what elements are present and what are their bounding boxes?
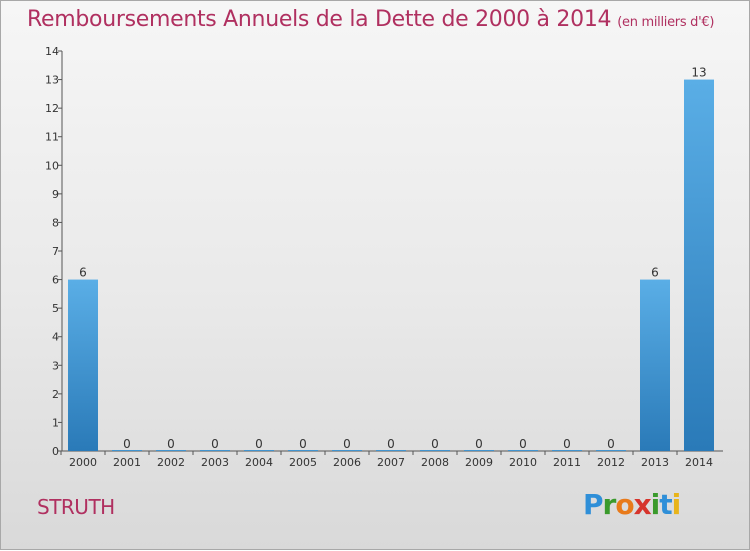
bar[interactable] <box>464 450 494 451</box>
y-tick-label: 0 <box>52 445 59 458</box>
y-tick-label: 11 <box>45 131 59 144</box>
y-tick-label: 9 <box>52 188 59 201</box>
x-tick-label: 2008 <box>421 456 449 469</box>
y-tick-label: 6 <box>52 274 59 287</box>
chart-title-text: Remboursements Annuels de la Dette de 20… <box>27 7 612 32</box>
bar-value-label: 0 <box>211 437 219 451</box>
x-tick-label: 2014 <box>685 456 713 469</box>
bar-value-label: 0 <box>343 437 351 451</box>
y-tick-label: 2 <box>52 388 59 401</box>
bar-value-label: 0 <box>431 437 439 451</box>
x-tick-label: 2012 <box>597 456 625 469</box>
chart-title: Remboursements Annuels de la Dette de 20… <box>27 7 714 32</box>
bar[interactable] <box>552 450 582 451</box>
y-tick-label: 10 <box>45 159 59 172</box>
y-tick-label: 12 <box>45 102 59 115</box>
x-tick-label: 2003 <box>201 456 229 469</box>
x-tick-label: 2002 <box>157 456 185 469</box>
bar[interactable] <box>244 450 274 451</box>
bar[interactable] <box>112 450 142 451</box>
bar[interactable] <box>332 450 362 451</box>
bar[interactable] <box>68 279 98 451</box>
bar-value-label: 0 <box>607 437 615 451</box>
y-tick-label: 13 <box>45 74 59 87</box>
bar[interactable] <box>156 450 186 451</box>
bar-value-label: 0 <box>167 437 175 451</box>
y-tick-label: 5 <box>52 302 59 315</box>
y-tick-label: 8 <box>52 216 59 229</box>
x-tick-label: 2011 <box>553 456 581 469</box>
bar-value-label: 13 <box>691 66 706 80</box>
bar-value-label: 0 <box>519 437 527 451</box>
y-tick-label: 3 <box>52 359 59 372</box>
bar-value-label: 0 <box>255 437 263 451</box>
bar[interactable] <box>376 450 406 451</box>
y-tick-label: 1 <box>52 416 59 429</box>
bar-value-label: 6 <box>79 266 87 280</box>
bar[interactable] <box>596 450 626 451</box>
x-tick-label: 2009 <box>465 456 493 469</box>
chart-unit: (en milliers d'€) <box>617 15 715 30</box>
commune-name: STRUTH <box>37 495 115 519</box>
x-tick-label: 2010 <box>509 456 537 469</box>
logo-letter: P <box>583 488 604 521</box>
x-tick-label: 2006 <box>333 456 361 469</box>
x-tick-label: 2013 <box>641 456 669 469</box>
x-tick-label: 2007 <box>377 456 405 469</box>
x-tick-label: 2001 <box>113 456 141 469</box>
logo-letter: o <box>615 488 634 521</box>
x-tick-label: 2005 <box>289 456 317 469</box>
bar-value-label: 0 <box>123 437 131 451</box>
bar-value-label: 0 <box>387 437 395 451</box>
logo-letter: t <box>659 488 672 521</box>
bar[interactable] <box>288 450 318 451</box>
bar[interactable] <box>508 450 538 451</box>
bar[interactable] <box>420 450 450 451</box>
logo-letter: i <box>650 488 661 521</box>
bar[interactable] <box>640 279 670 451</box>
logo-letter: x <box>633 488 652 521</box>
y-tick-label: 7 <box>52 245 59 258</box>
y-tick-label: 4 <box>52 331 59 344</box>
bar[interactable] <box>684 79 714 452</box>
bar-value-label: 0 <box>563 437 571 451</box>
bar-value-label: 0 <box>475 437 483 451</box>
x-tick-label: 2000 <box>69 456 97 469</box>
logo-letter: i <box>671 488 682 521</box>
bar-value-label: 0 <box>299 437 307 451</box>
logo-letter: r <box>602 488 617 521</box>
bar-value-label: 6 <box>651 266 659 280</box>
bar[interactable] <box>200 450 230 451</box>
y-tick-label: 14 <box>45 45 59 58</box>
x-tick-label: 2004 <box>245 456 273 469</box>
